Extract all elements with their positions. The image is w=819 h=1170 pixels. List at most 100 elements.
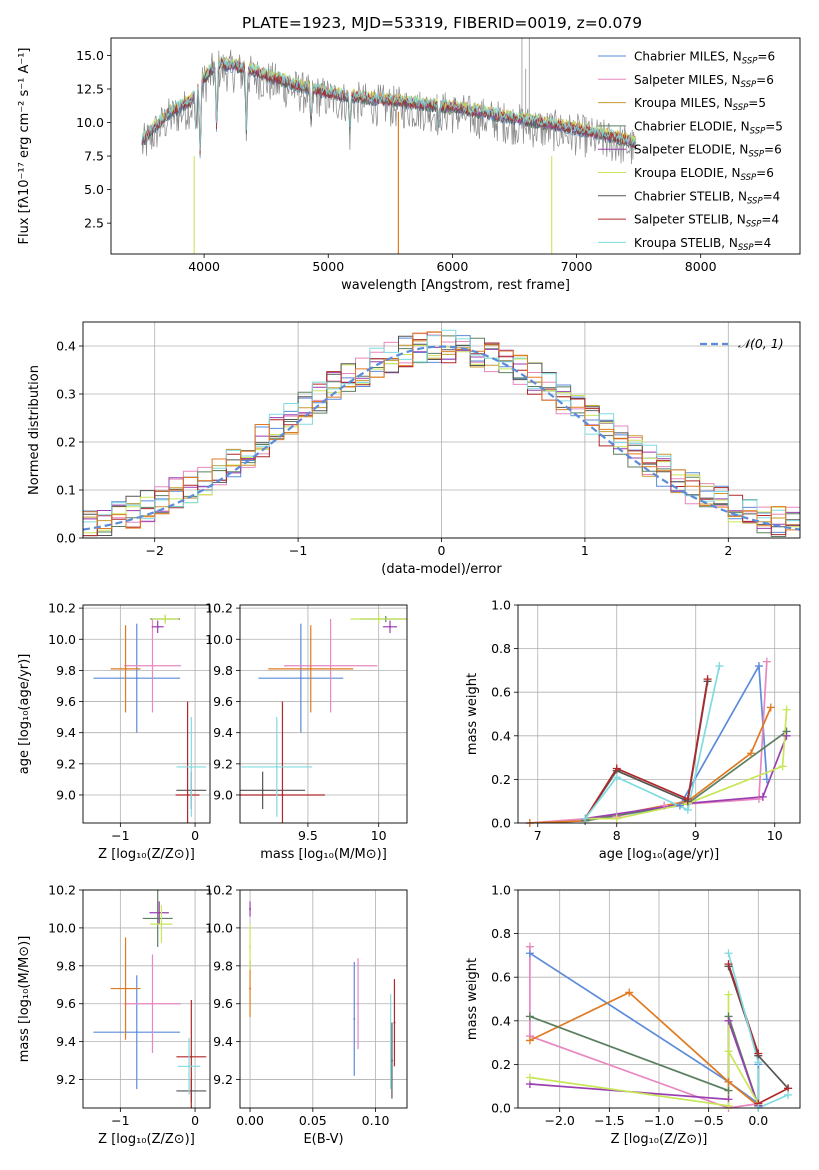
data-point <box>389 625 392 628</box>
legend-n-value: 4 <box>773 189 781 203</box>
y-tick-label: 9.2 <box>56 756 76 771</box>
data-point <box>156 625 159 628</box>
plus-marker <box>612 773 621 782</box>
data-point <box>186 793 189 796</box>
axes-spectrum: 4000 5000 6000 7000 8000 2.5 5.0 7.5 10.0 12.5 15.… <box>17 37 801 293</box>
y-tick-label: 9.8 <box>56 663 76 678</box>
legend-entry: Kroupa MILES, NSSP=5 <box>634 96 766 113</box>
x-tick-label: 8000 <box>685 259 717 274</box>
axes-frame <box>82 604 211 824</box>
legend-subscript: SSP <box>748 150 764 160</box>
x-tick-label: 9.5 <box>298 828 318 843</box>
y-tick-label: 9.4 <box>213 725 233 740</box>
axes-frame <box>239 889 408 1109</box>
y-axis-label: mass weight <box>465 958 480 1040</box>
plus-marker <box>581 814 590 823</box>
axes-mass-vs-z: −1 0 9.2 9.4 9.6 9.8 10.0 10.2 Z [log₁₀(Z/Z⊙)] ma… <box>17 883 211 1147</box>
legend-n-value: 4 <box>764 236 772 250</box>
legend-entry: Salpeter MILES, NSSP=6 <box>634 73 774 90</box>
y-tick-label: 9.6 <box>56 996 76 1011</box>
data-point <box>281 793 284 796</box>
x-tick-label: −1.5 <box>594 1113 624 1128</box>
y-tick-label: 0.0 <box>491 1101 511 1116</box>
y-tick-label: 0.6 <box>491 970 511 985</box>
axes-residuals: −2 −1 0 1 2 0.0 0.1 0.2 0.3 0.4 (data-model)/error… <box>27 321 801 577</box>
legend-subscript: SSP <box>741 80 757 90</box>
y-tick-label: 0.2 <box>491 772 511 787</box>
y-tick-label: 0.0 <box>56 531 76 546</box>
data-point <box>261 789 264 792</box>
plus-marker <box>762 775 771 784</box>
y-tick-label: 10.2 <box>205 601 233 616</box>
legend-eq: = <box>756 166 766 180</box>
y-tick-label: 10.2 <box>48 883 76 898</box>
data-point <box>164 618 167 621</box>
data-point <box>357 1002 360 1005</box>
plus-marker <box>724 1101 733 1110</box>
y-tick-label: 10.0 <box>48 920 76 935</box>
plus-marker <box>675 801 684 810</box>
y-tick-label: 10.0 <box>205 920 233 935</box>
y-tick-label: 0.8 <box>491 926 511 941</box>
plus-marker <box>715 662 724 671</box>
x-axis-label: Z [log₁₀(Z/Z⊙)] <box>611 1132 708 1147</box>
legend-eq: = <box>748 96 758 110</box>
normal-curve-line <box>83 345 800 531</box>
plot-area-mass-vs-z <box>93 890 207 1108</box>
legend-n-label: , N <box>724 166 741 180</box>
legend-subscript: SSP <box>750 126 766 136</box>
plus-marker <box>758 792 767 801</box>
legend-label: Chabrier MILES <box>634 50 725 64</box>
x-tick-label: −1.0 <box>644 1113 674 1128</box>
legend-n-value: 5 <box>775 119 783 133</box>
axes-frame <box>517 889 801 1109</box>
y-axis-label: mass weight <box>465 673 480 755</box>
data-point <box>151 1002 154 1005</box>
plus-marker <box>754 1049 763 1058</box>
legend-n-value: 4 <box>771 213 779 227</box>
x-axis-label: wavelength [Angstrom, rest frame] <box>341 278 570 293</box>
legend-entry: Chabrier MILES, NSSP=6 <box>634 50 775 67</box>
x-axis-label: mass [log₁₀(M/M⊙)] <box>260 847 387 862</box>
x-tick-label: −2.0 <box>545 1113 575 1128</box>
plus-marker <box>625 988 634 997</box>
x-tick-label: 5000 <box>312 259 344 274</box>
legend-subscript: SSP <box>738 243 754 253</box>
legend-subscript: SSP <box>741 173 757 183</box>
x-tick-label: 4000 <box>188 259 220 274</box>
plot-area-mass-weight-vs-age <box>529 661 788 823</box>
x-tick-label: 6000 <box>436 259 468 274</box>
x-tick-label: 0 <box>438 543 446 558</box>
x-axis-label: E(B-V) <box>303 1132 343 1147</box>
y-tick-label: 7.5 <box>84 149 104 164</box>
legend-n-label: , N <box>729 213 746 227</box>
axes-mass-weight-vs-z: −2.0 −1.5 −1.0 −0.5 0.0 0.0 0.2 0.4 0.6 0.8 1.0 Z [… <box>465 883 801 1147</box>
y-tick-label: 9.8 <box>56 958 76 973</box>
data-point <box>190 765 193 768</box>
data-point <box>160 923 163 926</box>
legend-eq: = <box>763 189 773 203</box>
axes-mass-weight-vs-age: 7 8 9 10 0.0 0.2 0.4 0.6 0.8 1.0 age [log₁₀(age/yr… <box>465 598 801 862</box>
y-tick-label: 10.0 <box>76 115 104 130</box>
legend-n-label: , N <box>730 189 747 203</box>
y-tick-label: 9.2 <box>213 1072 233 1087</box>
data-point <box>158 911 161 914</box>
axes-mass-vs-ebv: 0.00 0.05 0.10 9.2 9.4 9.6 9.8 10.0 10.2 E(B-V) <box>205 883 408 1147</box>
plus-marker <box>660 801 669 810</box>
y-tick-label: 2.5 <box>84 216 104 231</box>
x-tick-label: 0.00 <box>236 1113 264 1128</box>
data-point <box>151 664 154 667</box>
x-axis-label: Z [log₁₀(Z/Z⊙)] <box>98 847 195 862</box>
y-tick-label: 0.4 <box>56 339 76 354</box>
legend-n-value: 6 <box>774 143 782 157</box>
plus-marker <box>525 1012 534 1021</box>
plus-marker <box>754 662 763 671</box>
legend-label: Salpeter STELIB <box>634 213 729 227</box>
y-tick-label: 9.8 <box>213 958 233 973</box>
x-tick-label: 9 <box>692 828 700 843</box>
y-tick-label: 0.8 <box>491 641 511 656</box>
y-tick-label: 0.4 <box>491 728 511 743</box>
x-tick-label: 7000 <box>561 259 593 274</box>
x-tick-label: −1 <box>111 828 129 843</box>
